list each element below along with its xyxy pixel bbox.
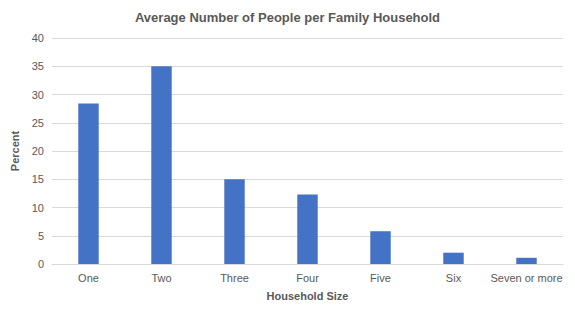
- svg-text:20: 20: [32, 145, 44, 157]
- svg-text:Five: Five: [370, 272, 391, 284]
- svg-text:35: 35: [32, 60, 44, 72]
- svg-text:Three: Three: [220, 272, 249, 284]
- svg-text:5: 5: [38, 230, 44, 242]
- svg-text:Average Number of People per F: Average Number of People per Family Hous…: [135, 10, 440, 25]
- svg-text:10: 10: [32, 202, 44, 214]
- svg-text:Percent: Percent: [9, 130, 21, 171]
- svg-text:40: 40: [32, 32, 44, 44]
- svg-text:Seven or more: Seven or more: [490, 272, 562, 284]
- svg-text:Four: Four: [296, 272, 319, 284]
- svg-text:Household Size: Household Size: [267, 290, 349, 302]
- svg-text:One: One: [78, 272, 99, 284]
- svg-text:Two: Two: [151, 272, 171, 284]
- svg-text:30: 30: [32, 89, 44, 101]
- svg-text:Six: Six: [446, 272, 462, 284]
- svg-text:25: 25: [32, 117, 44, 129]
- svg-text:15: 15: [32, 173, 44, 185]
- svg-text:0: 0: [38, 258, 44, 270]
